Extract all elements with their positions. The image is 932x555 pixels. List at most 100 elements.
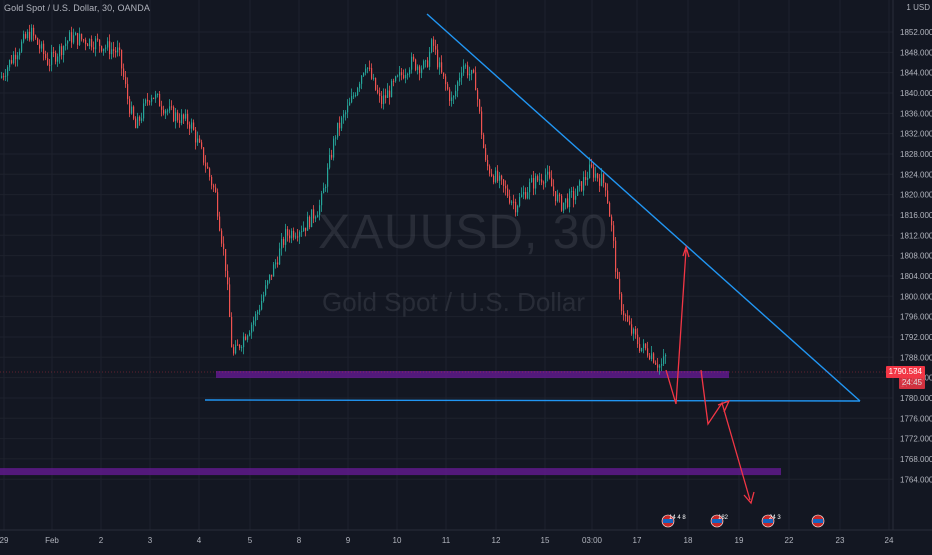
event-flag-stripe xyxy=(763,519,773,523)
descending-trendline[interactable] xyxy=(426,13,861,402)
candle-body xyxy=(351,96,353,103)
price-axis-label: 1828.000 xyxy=(900,150,932,159)
candle-body xyxy=(145,99,147,104)
candle-body xyxy=(331,154,333,158)
candle-body xyxy=(329,154,331,168)
candle-body xyxy=(619,278,621,294)
candle-body xyxy=(425,60,427,62)
candle-body xyxy=(123,68,125,77)
candle-body xyxy=(121,49,123,69)
bullish-path-arrow[interactable] xyxy=(665,249,687,405)
candle-body xyxy=(439,62,441,68)
candle-body xyxy=(437,49,439,68)
candle-body xyxy=(187,113,189,125)
candle-body xyxy=(459,77,461,82)
candle-body xyxy=(501,175,503,180)
candle-body xyxy=(259,309,261,312)
candle-body xyxy=(481,111,483,135)
price-axis-label: 1780.000 xyxy=(900,394,932,403)
candle-body xyxy=(553,186,555,192)
candle-body xyxy=(513,201,515,203)
price-axis-label: 1816.000 xyxy=(900,211,932,220)
support-trendline[interactable] xyxy=(204,399,861,402)
candle-body xyxy=(179,120,181,124)
candle-body xyxy=(213,185,215,188)
candle-body xyxy=(239,344,241,348)
candle-body xyxy=(171,106,173,108)
candle-body xyxy=(253,320,255,325)
candle-body xyxy=(275,262,277,265)
candle-body xyxy=(541,179,543,183)
candle-body xyxy=(457,81,459,91)
target-zone[interactable] xyxy=(0,468,781,476)
candle-body xyxy=(583,176,585,191)
candle-body xyxy=(389,90,391,98)
candle-body xyxy=(353,95,355,97)
candle-body xyxy=(205,162,207,167)
candle-body xyxy=(505,185,507,189)
candle-body xyxy=(39,44,41,49)
candle-body xyxy=(283,239,285,245)
candle-body xyxy=(185,113,187,119)
symbol-header[interactable]: Gold Spot / U.S. Dollar, 30, OANDA xyxy=(4,3,150,13)
time-axis-label: 3 xyxy=(148,536,153,545)
candle-body xyxy=(195,129,197,143)
candle-body xyxy=(209,168,211,177)
countdown-tag: 24:45 xyxy=(898,377,925,389)
candle-body xyxy=(479,99,481,112)
candle-body xyxy=(373,77,375,79)
candle-body xyxy=(417,66,419,70)
candle-body xyxy=(83,39,85,41)
candle-body xyxy=(155,94,157,99)
candle-body xyxy=(451,97,453,102)
candle-body xyxy=(157,94,159,96)
candle-body xyxy=(263,294,265,301)
candle-body xyxy=(199,138,201,143)
candle-body xyxy=(127,84,129,99)
candle-body xyxy=(473,69,475,73)
candle-body xyxy=(631,324,633,334)
candle-body xyxy=(605,182,607,191)
candle-body xyxy=(651,353,653,360)
candle-body xyxy=(375,77,377,90)
candle-body xyxy=(75,33,77,36)
time-axis-label: 24 xyxy=(885,536,894,545)
candle-body xyxy=(21,41,23,52)
candle-body xyxy=(313,209,315,219)
candle-body xyxy=(435,45,437,50)
candle-body xyxy=(117,47,119,53)
candle-body xyxy=(327,167,329,187)
candle-body xyxy=(599,178,601,186)
time-axis-label: 2 xyxy=(99,536,104,545)
candle-body xyxy=(343,114,345,118)
candle-body xyxy=(589,164,591,178)
candle-body xyxy=(567,198,569,207)
candle-body xyxy=(135,118,137,129)
candle-body xyxy=(453,96,455,98)
candle-body xyxy=(119,47,121,50)
candle-body xyxy=(323,188,325,194)
candle-body xyxy=(309,216,311,228)
price-axis-label: 1792.000 xyxy=(900,333,932,342)
candle-body xyxy=(215,187,217,193)
candle-body xyxy=(537,176,539,181)
currency-button[interactable]: 1 USD xyxy=(906,3,930,12)
candle-body xyxy=(449,89,451,102)
candle-body xyxy=(603,174,605,183)
time-axis-label: 23 xyxy=(836,536,845,545)
candle-body xyxy=(419,66,421,74)
candle-body xyxy=(211,176,213,186)
candle-body xyxy=(379,92,381,97)
candle-body xyxy=(163,109,165,114)
candle-body xyxy=(317,215,319,218)
support-zone[interactable] xyxy=(216,371,729,379)
bearish-path-arrow[interactable] xyxy=(700,369,751,501)
candle-body xyxy=(487,160,489,167)
candle-body xyxy=(551,177,553,187)
candle-body xyxy=(115,50,117,53)
candle-body xyxy=(67,41,69,44)
candle-body xyxy=(337,122,339,138)
price-axis-label: 1764.000 xyxy=(900,475,932,484)
